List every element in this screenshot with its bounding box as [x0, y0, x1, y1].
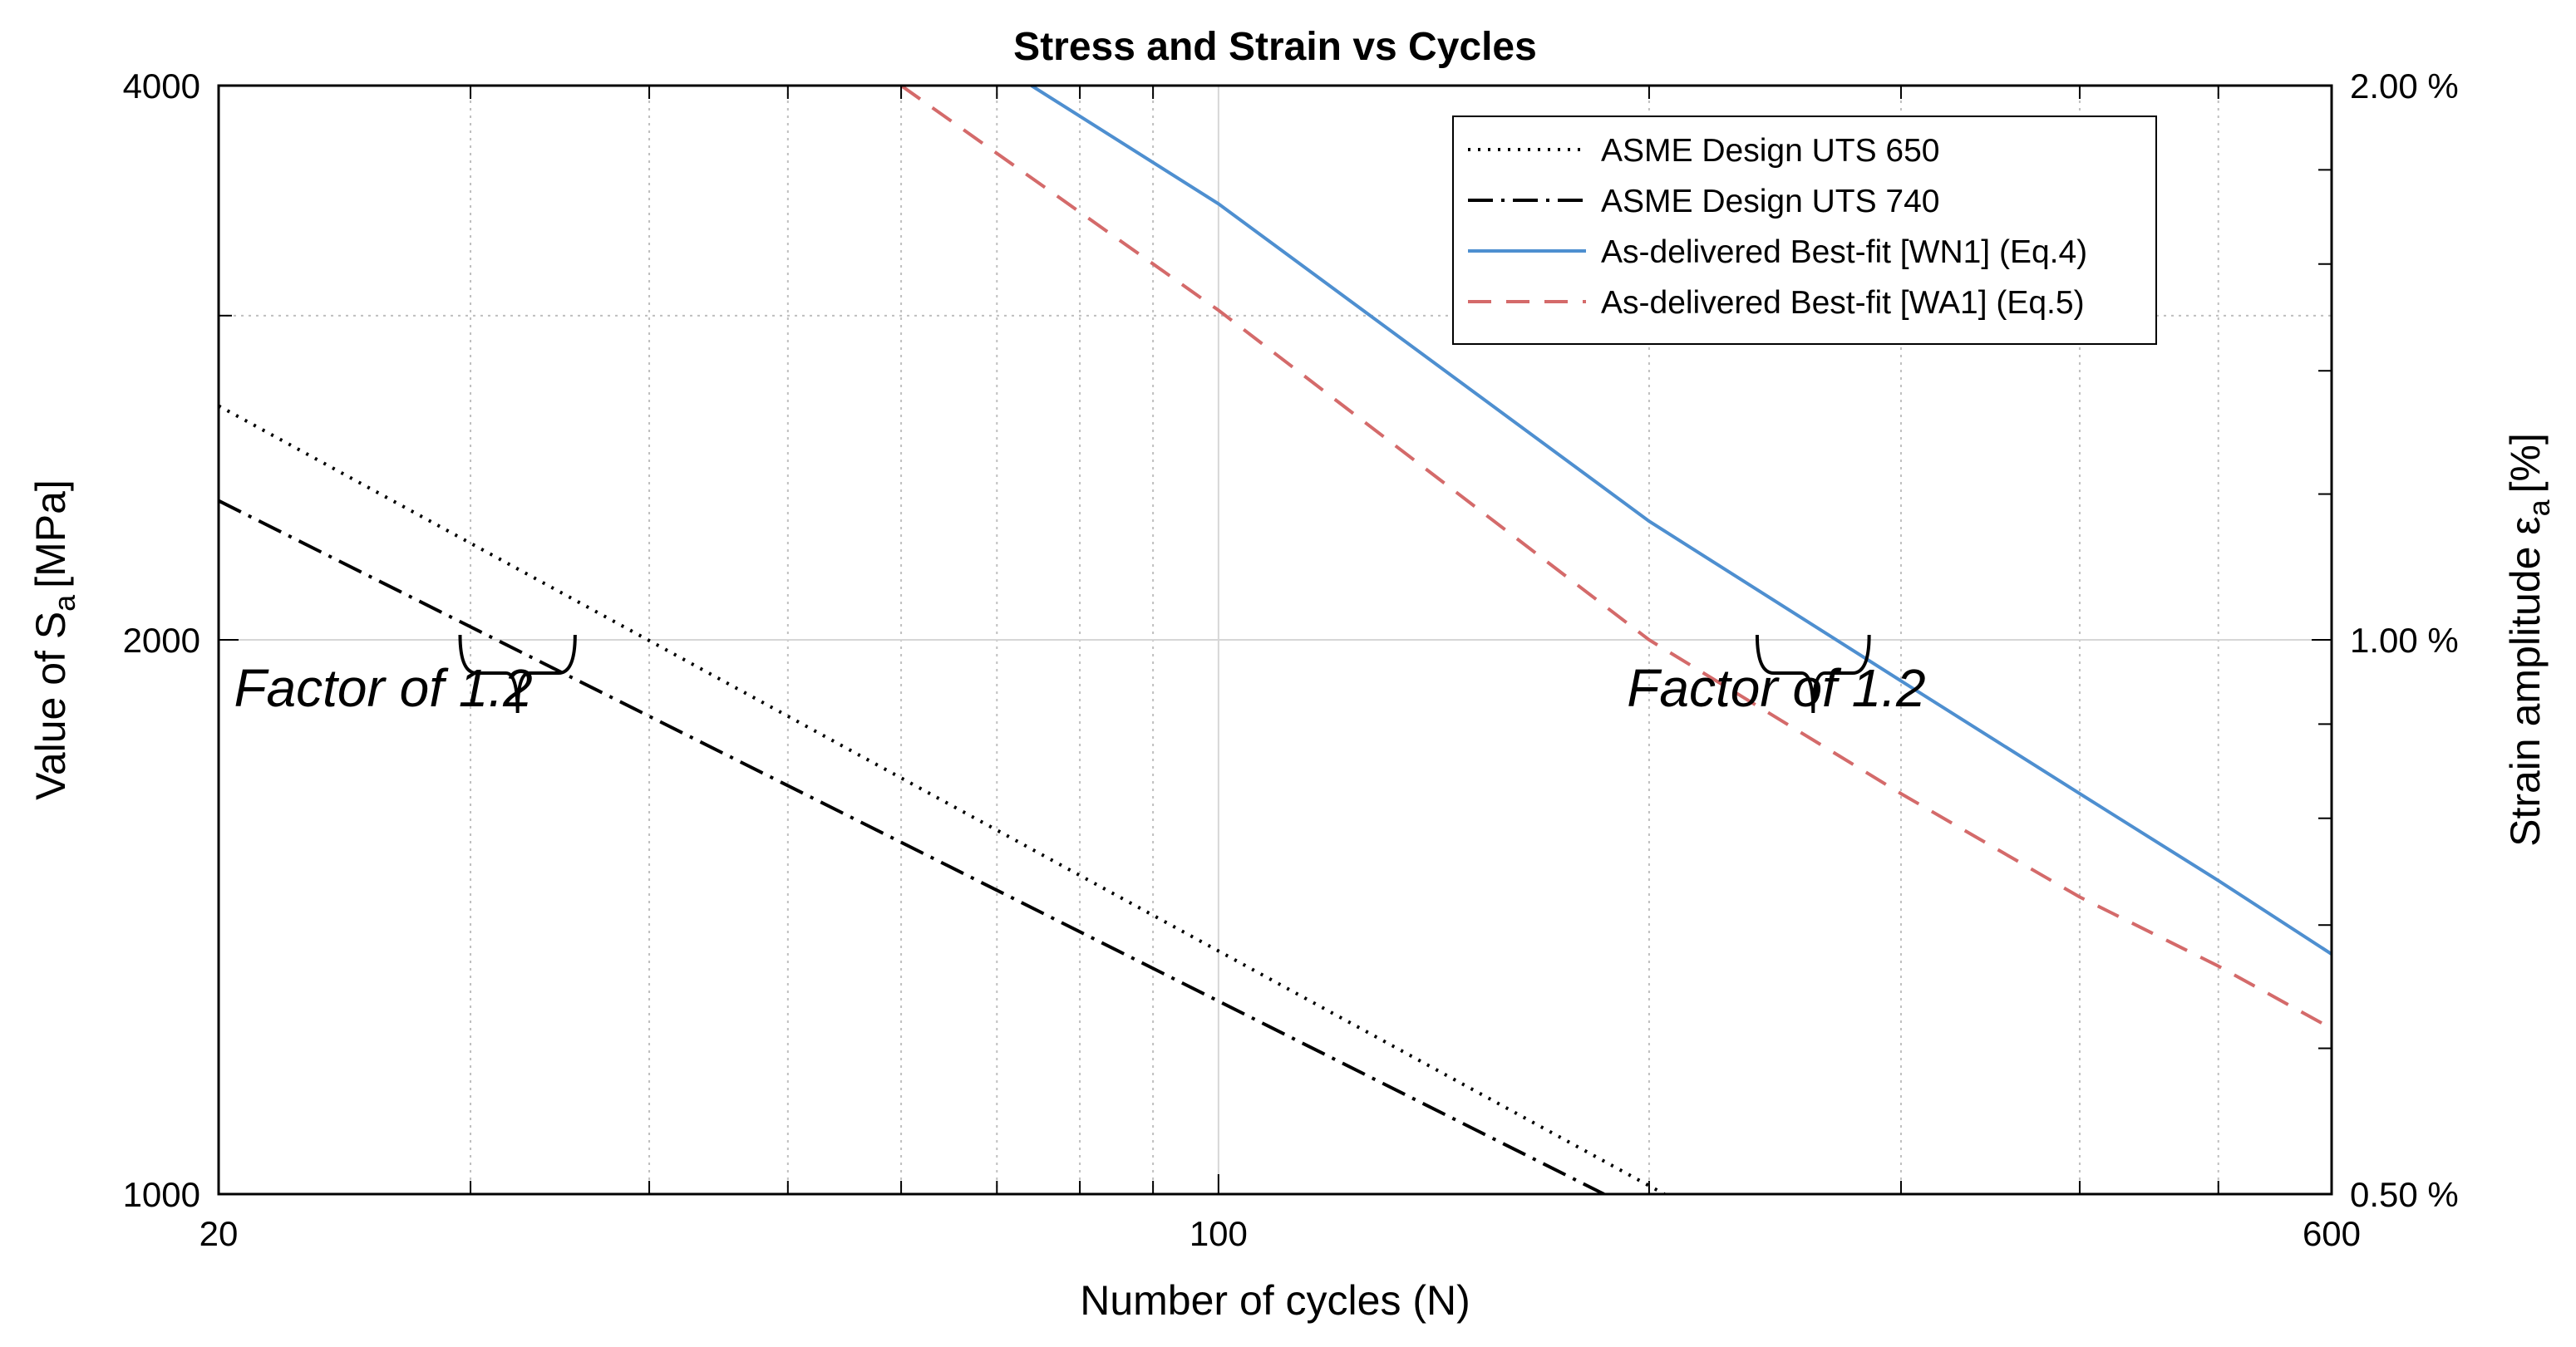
- legend-label: ASME Design UTS 650: [1601, 133, 1940, 169]
- y-axis-label-unit: [MPa]: [27, 479, 74, 588]
- y-axis-label-main: Value of S: [27, 612, 74, 800]
- y-axis-label: Value of Sa [MPa]: [27, 479, 81, 800]
- annotations: Factor of 1.2 Factor of 1.2: [234, 634, 1926, 718]
- chart-title: Stress and Strain vs Cycles: [1013, 25, 1537, 69]
- y-tick-label: 4000: [123, 66, 200, 106]
- y2-tick-label: 0.50 %: [2350, 1175, 2459, 1214]
- legend-box: [1452, 116, 2157, 345]
- factor-brace-1: [458, 634, 577, 714]
- series-line-asme-design-uts-740: [219, 499, 1605, 1194]
- series-group: [219, 86, 2332, 1194]
- y2-axis-label-main: Strain amplitude ε: [2502, 516, 2549, 847]
- y2-axis-label: Strain amplitude εa [%]: [2502, 433, 2556, 847]
- x-axis-label: Number of cycles (N): [1080, 1277, 1470, 1324]
- legend-label: As-delivered Best-fit [WN1] (Eq.4): [1601, 234, 2087, 270]
- legend-label: ASME Design UTS 740: [1601, 184, 1940, 219]
- legend-item-as-delivered-best-fit-wa1-eq-5: As-delivered Best-fit [WA1] (Eq.5): [1468, 285, 2085, 321]
- factor-label-2: Factor of 1.2: [1627, 658, 1925, 718]
- legend-label: As-delivered Best-fit [WA1] (Eq.5): [1601, 285, 2085, 321]
- series-line-as-delivered-best-fit-wn1-eq-4: [1030, 86, 2332, 956]
- x-tick-label: 600: [2303, 1214, 2361, 1253]
- x-tick-label: 20: [199, 1214, 239, 1253]
- y2-axis-label-subscript: a: [2522, 499, 2556, 516]
- series-line-as-delivered-best-fit-wa1-eq-5: [899, 86, 2332, 1030]
- x-tick-label: 100: [1189, 1214, 1248, 1253]
- legend-item-asme-design-uts-740: ASME Design UTS 740: [1468, 184, 1940, 219]
- y-tick-label: 1000: [123, 1175, 200, 1214]
- legend: ASME Design UTS 650 ASME Design UTS 740 As…: [1452, 116, 2157, 345]
- y2-tick-label: 2.00 %: [2350, 66, 2459, 106]
- factor-brace-2: [1755, 634, 1871, 714]
- factor-label-1: Factor of 1.2: [234, 658, 532, 718]
- legend-item-asme-design-uts-650: ASME Design UTS 650: [1468, 133, 1940, 169]
- y2-axis-label-unit: [%]: [2502, 433, 2549, 493]
- legend-item-as-delivered-best-fit-wn1-eq-4: As-delivered Best-fit [WN1] (Eq.4): [1468, 234, 2087, 270]
- y-axis-label-subscript: a: [47, 594, 81, 612]
- y2-tick-label: 1.00 %: [2350, 621, 2459, 660]
- ticks: 20 100 600 1000 2000 4000 0.50 % 1.00 % 2.00 %: [123, 66, 2459, 1253]
- y-tick-label: 2000: [123, 621, 200, 660]
